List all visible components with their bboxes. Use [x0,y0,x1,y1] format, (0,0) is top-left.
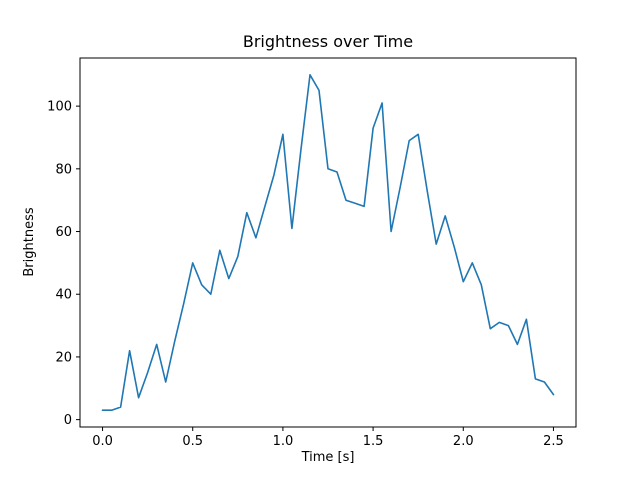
x-tick-label: 1.0 [273,434,294,449]
x-tick-label: 2.0 [453,434,474,449]
x-axis-label: Time [s] [301,450,355,465]
brightness-series-line [101,74,555,412]
plot-area: 0.0 0.5 1.0 1.5 2.0 2.5 0 20 40 60 80 100 [47,57,577,449]
axis-spines [79,57,577,428]
chart-title: Brightness over Time [243,32,413,51]
y-tick-label: 40 [55,288,72,303]
x-tick-label: 0.0 [92,434,113,449]
x-tick-label: 1.5 [363,434,384,449]
x-tick-label: 0.5 [182,434,203,449]
y-tick-label: 60 [55,225,72,240]
y-tick-label: 0 [64,413,72,428]
y-tick-label: 80 [55,162,72,177]
y-tick-label: 20 [55,350,72,365]
y-tick-label: 100 [47,100,72,115]
x-tick-label: 2.5 [543,434,564,449]
y-axis-label: Brightness [22,207,37,276]
